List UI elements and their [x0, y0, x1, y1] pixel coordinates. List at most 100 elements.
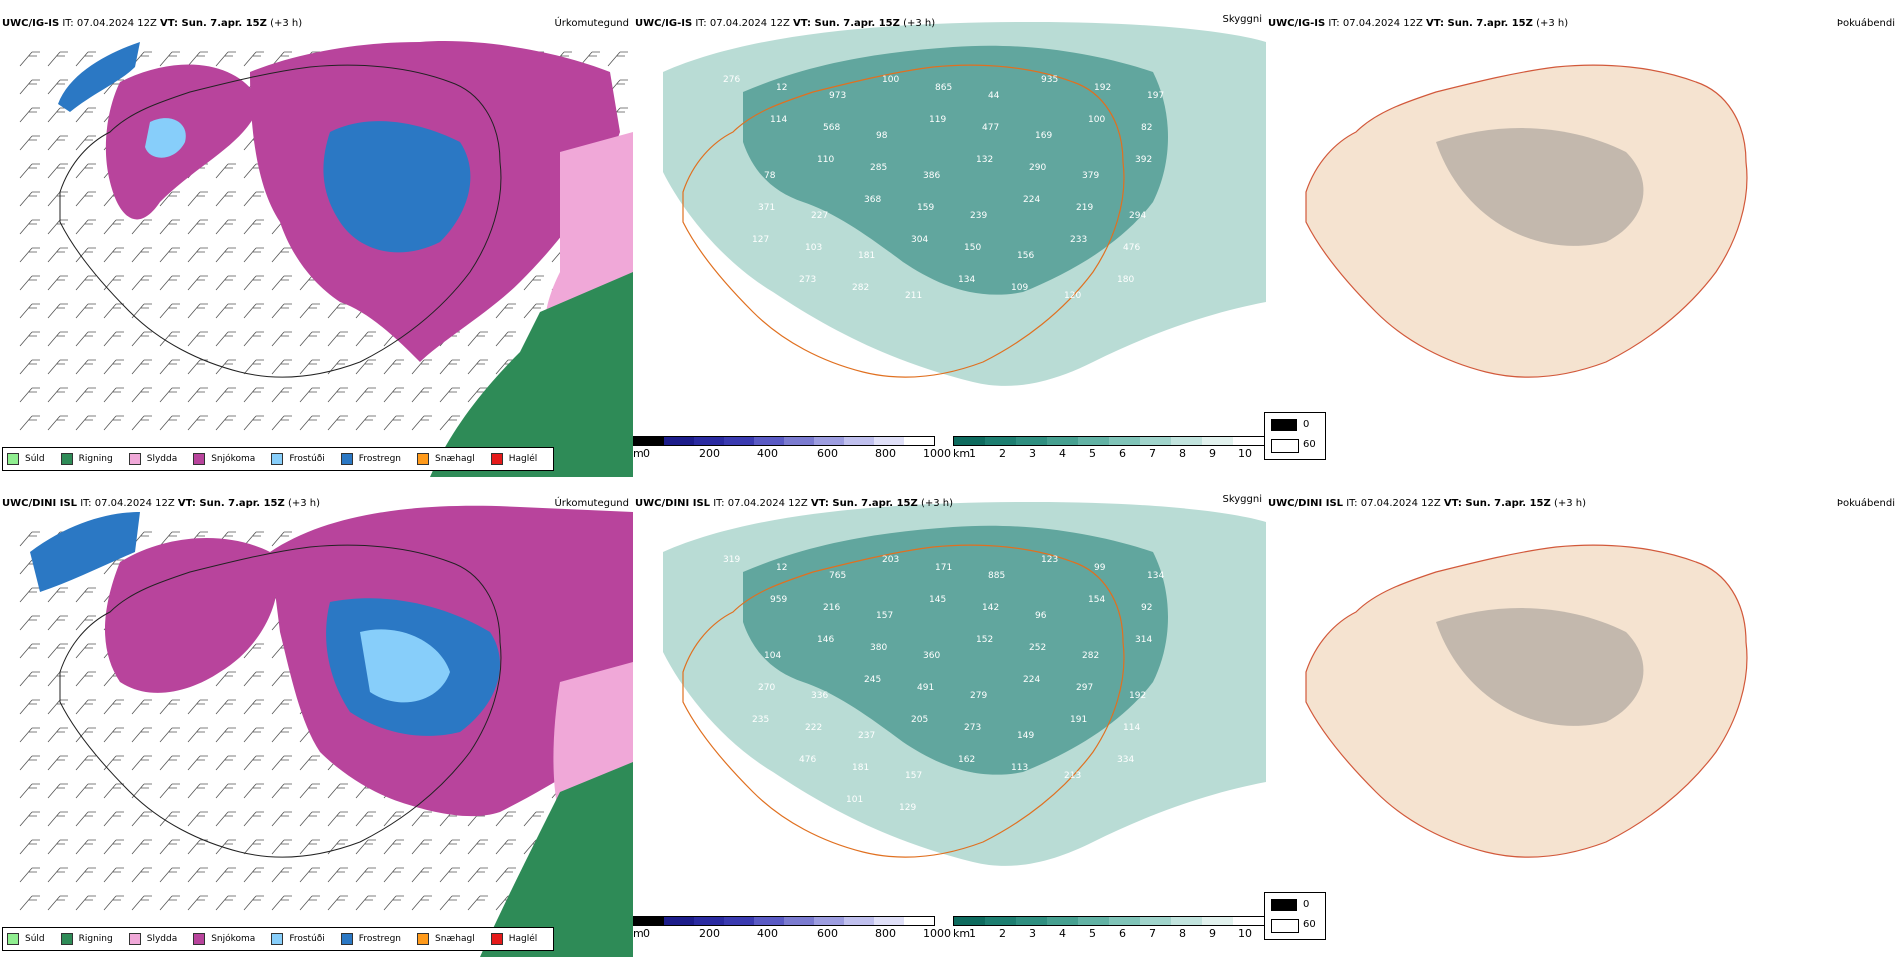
- ceiling-label: 101: [846, 795, 863, 805]
- ceiling-label: 360: [923, 651, 940, 661]
- ceiling-label: 82: [1141, 123, 1152, 133]
- wind-barb: [495, 811, 516, 827]
- ceiling-label: 110: [817, 155, 834, 165]
- wind-barb: [103, 867, 124, 883]
- wind-barb: [299, 867, 320, 883]
- wind-barb: [75, 615, 96, 631]
- wind-barb: [187, 191, 208, 207]
- wind-barb: [19, 359, 40, 375]
- ceiling-label: 213: [1064, 771, 1081, 781]
- ceiling-label: 157: [876, 611, 893, 621]
- ceiling-label: 885: [988, 571, 1005, 581]
- wind-barb: [299, 895, 320, 911]
- ceiling-label: 371: [758, 203, 775, 213]
- wind-barb: [243, 51, 264, 67]
- fog-map-canvas: [1305, 64, 1748, 378]
- wind-barb: [19, 811, 40, 827]
- wind-barb: [383, 387, 404, 403]
- ceiling-color-bar: [633, 916, 935, 926]
- visibility-map-canvas: 319 12 765 203 171 885 123 99 134 959 216 157 145 142…: [663, 502, 1266, 866]
- ceiling-label: 211: [905, 291, 922, 301]
- wind-barb: [215, 699, 236, 715]
- wind-barb: [103, 755, 124, 771]
- wind-barb: [75, 247, 96, 263]
- wind-barb: [19, 615, 40, 631]
- wind-barb: [131, 755, 152, 771]
- wind-barb: [19, 671, 40, 687]
- ceiling-label: 227: [811, 211, 828, 221]
- wind-barb: [47, 387, 68, 403]
- panel-header: UWC/DINI ISL IT: 07.04.2024 12Z VT: Sun.…: [635, 498, 954, 509]
- fog-swatch-black: [1271, 899, 1297, 911]
- ceiling-label: 304: [911, 235, 928, 245]
- wind-barb: [215, 755, 236, 771]
- wind-barb: [103, 359, 124, 375]
- wind-barb: [75, 895, 96, 911]
- wind-barb: [299, 359, 320, 375]
- wind-barb: [159, 275, 180, 291]
- wind-barb: [243, 415, 264, 431]
- wind-barb: [243, 727, 264, 743]
- wind-barb: [439, 867, 460, 883]
- wind-barb: [271, 303, 292, 319]
- wind-barb: [271, 359, 292, 375]
- wind-barb: [187, 811, 208, 827]
- ceiling-label: 181: [852, 763, 869, 773]
- wind-barb: [271, 531, 292, 547]
- wind-barb: [187, 839, 208, 855]
- ceiling-label: 92: [1141, 603, 1152, 613]
- wind-barb: [271, 387, 292, 403]
- wind-barb: [271, 415, 292, 431]
- ceiling-label: 149: [1017, 731, 1034, 741]
- visibility-map-canvas: 276 12 973 100 865 44 935 192 197 114 568 98 119 477 1…: [663, 22, 1266, 386]
- wind-barb: [47, 811, 68, 827]
- wind-barb: [159, 895, 180, 911]
- wind-barb: [215, 51, 236, 67]
- precip-legend: Súld Rigning Slydda Snjókoma Frostúði Fr…: [2, 447, 555, 471]
- wind-barb: [467, 359, 488, 375]
- wind-barb: [131, 839, 152, 855]
- wind-barb: [243, 895, 264, 911]
- ceiling-label: 297: [1076, 683, 1093, 693]
- wind-barb: [159, 303, 180, 319]
- wind-barb: [271, 811, 292, 827]
- wind-barb: [243, 839, 264, 855]
- ceiling-label: 898: [740, 803, 757, 813]
- ceiling-label: 542: [746, 771, 763, 781]
- wind-barb: [75, 755, 96, 771]
- ceiling-label: 216: [823, 603, 840, 613]
- legend-item: Snæhagl: [417, 933, 475, 945]
- ceiling-label: 477: [982, 123, 999, 133]
- wind-barb: [215, 303, 236, 319]
- wind-barb: [271, 867, 292, 883]
- wind-barb: [131, 783, 152, 799]
- fog-swatch-white: [1271, 919, 1299, 933]
- wind-barb: [19, 587, 40, 603]
- wind-barb: [355, 839, 376, 855]
- wind-barb: [47, 587, 68, 603]
- wind-barb: [159, 867, 180, 883]
- wind-barb: [47, 275, 68, 291]
- visibility-low: [743, 525, 1168, 775]
- ceiling-label: 380: [870, 643, 887, 653]
- panel-header: UWC/IG-IS IT: 07.04.2024 12Z VT: Sun. 7.…: [1268, 18, 1569, 29]
- wind-barb: [75, 415, 96, 431]
- wind-barb: [131, 867, 152, 883]
- wind-barb: [47, 755, 68, 771]
- model-name: UWC/IG-IS: [2, 18, 60, 29]
- wind-barb: [47, 191, 68, 207]
- wind-barb: [47, 643, 68, 659]
- frostregn-area-east: [323, 121, 471, 253]
- legend-swatch: [490, 933, 503, 945]
- rain-area: [480, 762, 633, 957]
- legend-item: Rigning: [60, 453, 113, 465]
- wind-barb: [19, 79, 40, 95]
- wind-barb: [19, 867, 40, 883]
- wind-barb: [243, 671, 264, 687]
- wind-barb: [299, 755, 320, 771]
- wind-barb: [383, 895, 404, 911]
- ceiling-label: 294: [1129, 211, 1146, 221]
- wind-barb: [495, 303, 516, 319]
- snow-area-west: [105, 538, 278, 693]
- ceiling-label: 104: [764, 651, 781, 661]
